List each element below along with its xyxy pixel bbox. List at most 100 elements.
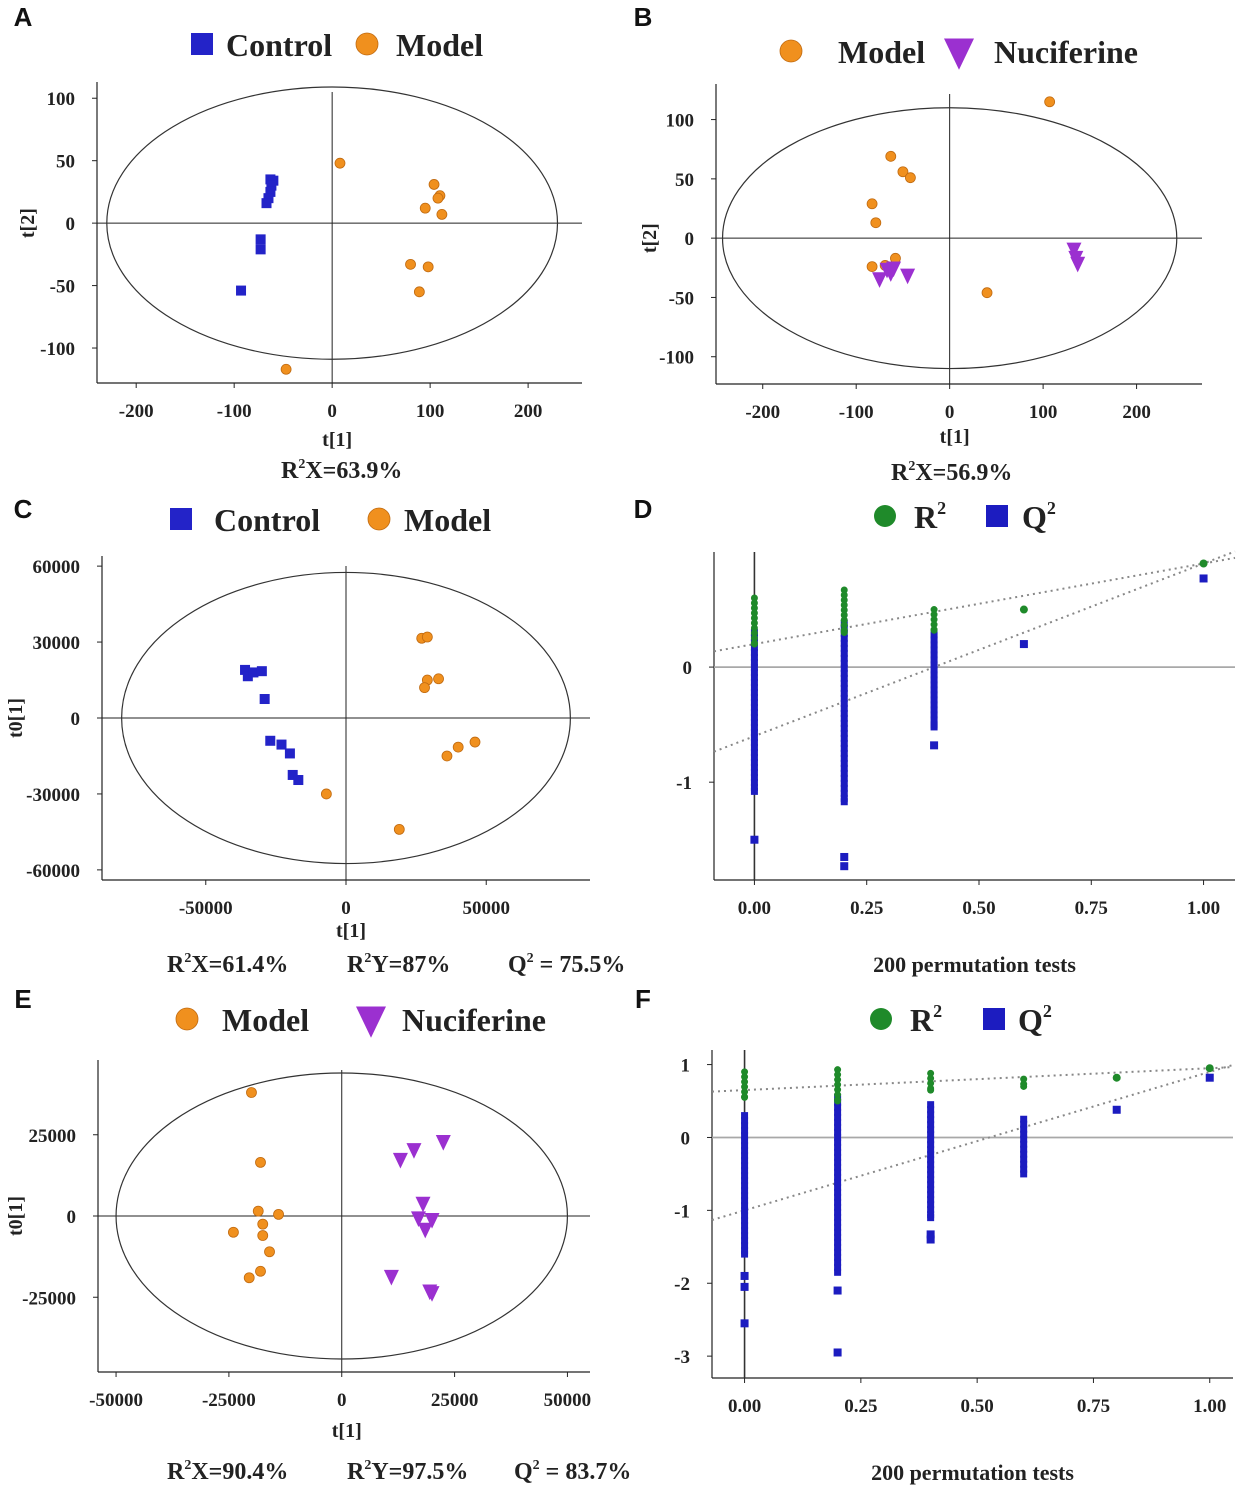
q2-permutation-point — [834, 1213, 842, 1221]
q2-permutation-point — [930, 656, 938, 664]
y-tick-label: -1 — [674, 1201, 690, 1222]
r2-permutation-point — [840, 616, 848, 624]
q2-permutation-point — [1020, 1170, 1028, 1178]
q2-permutation-point — [840, 664, 848, 672]
caption-stat: Q2 = 75.5% — [508, 951, 625, 978]
nuciferine-sample-point — [872, 272, 888, 288]
legend-label: R2 — [910, 1001, 942, 1038]
y-tick-label: 60000 — [33, 557, 81, 578]
model-sample-point — [981, 287, 993, 299]
caption-stat: R2Y=97.5% — [347, 1458, 468, 1485]
q2-permutation-point — [927, 1136, 935, 1144]
q2-permutation-point — [930, 701, 938, 709]
model-sample-point — [897, 166, 909, 178]
r2-permutation-point — [930, 626, 938, 634]
q2-permutation-point — [750, 654, 758, 662]
q2-permutation-point — [1020, 1120, 1028, 1128]
q2-permutation-point — [741, 1197, 749, 1205]
x-tick-label: 1.00 — [1187, 898, 1220, 919]
model-sample-point — [866, 198, 878, 210]
legend-label: Model — [838, 34, 925, 70]
q2-permutation-point — [930, 666, 938, 674]
control-sample-point — [261, 198, 272, 209]
q2-permutation-point — [834, 1268, 842, 1276]
r2-permutation-point — [750, 594, 758, 602]
q2-permutation-point — [840, 674, 848, 682]
q2-permutation-point — [840, 684, 848, 692]
q2-permutation-point — [840, 689, 848, 697]
q2-permutation-point — [834, 1108, 842, 1116]
q2-permutation-point — [834, 1233, 842, 1241]
r2-permutation-point — [1020, 1082, 1028, 1090]
model-sample-point — [469, 736, 481, 748]
nuciferine-sample-point — [406, 1143, 422, 1159]
q2-permutation-point — [834, 1158, 842, 1166]
r2-permutation-point — [750, 634, 758, 642]
x-axis-title: 200 permutation tests — [873, 952, 1076, 977]
q2-permutation-point — [741, 1117, 749, 1125]
r2-permutation-point — [750, 619, 758, 627]
model-sample-point — [866, 261, 878, 273]
y-tick-label: 30000 — [33, 633, 81, 654]
q2-permutation-point — [834, 1103, 842, 1111]
q2-permutation-point — [840, 634, 848, 642]
model-sample-point — [870, 217, 882, 229]
q2-permutation-point — [741, 1157, 749, 1165]
q2-permutation-point — [930, 681, 938, 689]
r2-permutation-point — [840, 591, 848, 599]
q2-permutation-point — [750, 774, 758, 782]
x-tick-label: -50000 — [179, 898, 233, 919]
r2-permutation-point — [930, 611, 938, 619]
x-tick-label: 0.25 — [850, 898, 883, 919]
y-tick-label: -50 — [50, 277, 75, 298]
y-tick-label: 0 — [71, 709, 81, 730]
r2-permutation-point — [741, 1078, 749, 1086]
x-tick-label: 0 — [337, 1390, 347, 1411]
q2-permutation-point — [750, 679, 758, 687]
q2-point — [1205, 1073, 1214, 1082]
q2-permutation-point — [930, 661, 938, 669]
caption-value: X=61.4% — [191, 952, 288, 978]
q2-permutation-point — [927, 1141, 935, 1149]
q2-permutation-point — [834, 1223, 842, 1231]
q2-permutation-point — [741, 1212, 749, 1220]
legend-superscript: 2 — [1047, 498, 1056, 518]
q2-permutation-point — [834, 1263, 842, 1271]
q2-permutation-point — [840, 744, 848, 752]
legend-marker-nuciferine — [944, 38, 974, 70]
regression-line-q2 — [713, 550, 1236, 753]
x-tick-label: 0.25 — [844, 1396, 877, 1417]
caption-value: X=90.4% — [191, 1459, 288, 1485]
q2-permutation-point — [840, 754, 848, 762]
control-sample-point — [293, 775, 304, 786]
model-sample-point — [273, 1208, 284, 1220]
y-tick-label: 50 — [56, 152, 75, 173]
q2-permutation-point — [750, 739, 758, 747]
q2-permutation-point — [840, 649, 848, 657]
legend-marker-r — [874, 505, 896, 527]
model-sample-point — [255, 1156, 266, 1168]
q2-permutation-point — [834, 1178, 842, 1186]
q2-permutation-point — [930, 676, 938, 684]
q2-permutation-point — [930, 711, 938, 719]
q2-permutation-point — [840, 709, 848, 717]
q2-permutation-point — [840, 644, 848, 652]
x-tick-label: -200 — [119, 401, 154, 422]
q2-permutation-point — [840, 764, 848, 772]
q2-permutation-point — [1020, 1145, 1028, 1153]
x-tick-label: -50000 — [89, 1390, 143, 1411]
q2-permutation-point — [1020, 1125, 1028, 1133]
q2-point — [840, 862, 849, 871]
legend-label: R2 — [914, 498, 946, 535]
legend-marker-control — [170, 508, 192, 530]
y-tick-label: -100 — [40, 339, 75, 360]
nuciferine-sample-point — [883, 266, 899, 282]
y-axis-title: t[2] — [639, 223, 661, 253]
model-sample-point — [320, 788, 332, 800]
r2-permutation-point — [927, 1079, 935, 1087]
q2-permutation-point — [840, 798, 848, 806]
q2-permutation-point — [750, 669, 758, 677]
x-axis-title: t[1] — [940, 426, 970, 448]
x-axis-title: 200 permutation tests — [871, 1460, 1074, 1485]
q2-permutation-point — [927, 1101, 935, 1109]
